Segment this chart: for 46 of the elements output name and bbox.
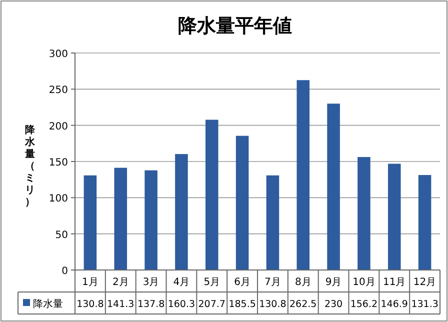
- x-tick-label: 4月: [173, 277, 190, 288]
- data-label: 141.3: [107, 299, 134, 310]
- data-label: 130.8: [76, 299, 104, 310]
- x-tick-label: 11月: [383, 277, 406, 288]
- bar: [327, 104, 340, 270]
- x-tick-label: 5月: [204, 277, 220, 288]
- bar: [266, 175, 280, 270]
- bar: [205, 120, 218, 270]
- bar: [296, 80, 310, 270]
- bar: [175, 154, 188, 270]
- data-label: 230: [324, 299, 343, 310]
- x-tick-label: 3月: [142, 277, 160, 288]
- y-tick-label: 300: [48, 49, 68, 60]
- bar: [144, 170, 158, 270]
- x-tick-label: 1月: [82, 277, 98, 288]
- data-label: 131.3: [411, 299, 438, 310]
- bar: [114, 168, 128, 270]
- data-label: 207.7: [198, 299, 226, 310]
- data-label: 262.5: [290, 299, 317, 310]
- y-axis-title: 降水量（ミリ）: [24, 124, 36, 208]
- data-label: 156.2: [350, 299, 378, 310]
- x-tick-label: 6月: [234, 277, 250, 288]
- bar: [418, 175, 432, 270]
- x-tick-label: 8月: [294, 277, 312, 288]
- x-tick-label: 2月: [112, 277, 129, 288]
- data-label: 185.5: [228, 299, 256, 310]
- y-tick-label: 0: [62, 266, 68, 277]
- y-tick-label: 250: [48, 85, 68, 96]
- chart-title: 降水量平年値: [178, 15, 292, 37]
- y-tick-label: 150: [48, 158, 68, 168]
- data-label: 137.8: [137, 299, 165, 310]
- y-tick-label: 50: [55, 230, 68, 241]
- data-label: 130.8: [259, 299, 286, 310]
- x-tick-label: 12月: [413, 277, 436, 288]
- x-tick-label: 7月: [264, 277, 281, 288]
- data-label: 146.9: [380, 299, 408, 310]
- bar: [388, 164, 401, 270]
- y-tick-label: 200: [48, 121, 68, 132]
- x-tick-label: 10月: [352, 277, 376, 288]
- bar: [236, 136, 249, 270]
- bar: [358, 157, 370, 270]
- y-tick-label: 100: [48, 194, 68, 205]
- x-tick-label: 9月: [325, 277, 342, 288]
- bar: [84, 175, 97, 270]
- data-label: 160.3: [168, 299, 196, 310]
- legend-label: 降水量: [33, 298, 63, 310]
